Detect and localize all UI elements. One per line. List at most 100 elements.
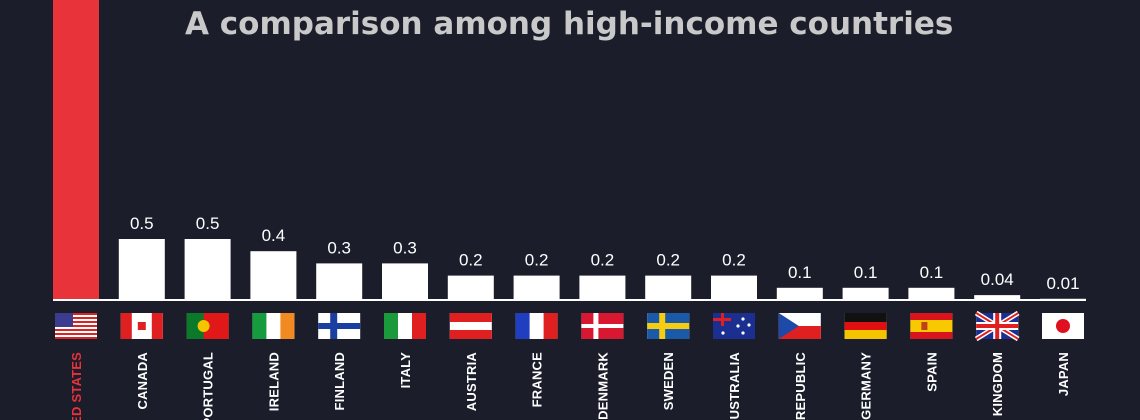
bar [447, 275, 494, 300]
flag-part [449, 330, 492, 339]
value-label: 0.5 [130, 214, 154, 233]
flag [318, 313, 361, 339]
x-tick-label: KINGDOM [990, 352, 1005, 416]
x-tick-label: CANADA [135, 352, 150, 410]
flag-part [647, 323, 690, 329]
bar [974, 295, 1021, 300]
flag-part [137, 322, 146, 330]
bar [184, 239, 231, 300]
flag-part [55, 325, 97, 327]
flag [974, 310, 1020, 342]
flag-part [449, 313, 492, 322]
value-label: 0.4 [262, 226, 286, 245]
flag [1042, 313, 1084, 339]
bar [842, 287, 889, 300]
flag-part [55, 337, 97, 339]
flag [844, 313, 887, 339]
flag [55, 313, 97, 339]
value-label: 0.2 [591, 251, 615, 270]
flag [581, 313, 624, 339]
flag [120, 313, 163, 339]
flag-part [721, 331, 725, 335]
flag-part [186, 313, 204, 339]
value-label: 0.3 [393, 238, 417, 257]
flag [449, 313, 492, 339]
flag-part [581, 324, 624, 328]
flag-part [318, 323, 361, 329]
value-label: 0.1 [788, 263, 812, 282]
x-tick-label: AUSTRIA [464, 352, 479, 412]
value-label: 0.5 [196, 214, 220, 233]
x-tick-label: FINLAND [332, 352, 347, 410]
flag [252, 313, 295, 339]
flag-part [741, 317, 745, 321]
flag-part [55, 321, 97, 323]
x-tick-label: IRELAND [266, 352, 281, 411]
flag [647, 313, 690, 339]
flag-part [778, 313, 799, 339]
value-label: 0.01 [1046, 274, 1079, 293]
flag-part [55, 317, 97, 319]
flag-part [747, 323, 751, 327]
bar [513, 275, 560, 300]
value-label: 0.2 [459, 251, 483, 270]
x-tick-label: PORTUGAL [201, 352, 216, 420]
flag-part [736, 324, 740, 328]
value-label: 0.2 [722, 251, 746, 270]
bar [53, 0, 99, 300]
flag-part [1056, 319, 1070, 333]
value-label: 0.04 [981, 270, 1014, 289]
flag-part [151, 313, 163, 339]
flag [515, 313, 558, 339]
bar [316, 263, 363, 300]
flag-part [910, 320, 953, 332]
bar [118, 239, 165, 300]
x-tick-label: GERMANY [859, 352, 874, 420]
value-label: 0.1 [920, 263, 944, 282]
value-label: 0.2 [656, 251, 680, 270]
x-tick-label: ED STATES [69, 352, 84, 420]
x-tick-label: FRANCE [530, 352, 545, 407]
bar [908, 287, 955, 300]
flag-part [197, 320, 210, 332]
x-tick-label: ITALY [398, 352, 413, 389]
chart-title: A comparison among high-income countries [185, 6, 953, 42]
flag-part [55, 313, 73, 327]
bar [250, 251, 297, 300]
flag-part [721, 313, 724, 326]
bar [776, 287, 823, 300]
flag-part [844, 330, 887, 339]
flag-part [252, 313, 267, 339]
flag-part [976, 324, 1019, 328]
flag-part [741, 331, 745, 335]
flag-part [412, 313, 426, 339]
flag-part [921, 322, 928, 330]
x-tick-label: REPUBLIC [793, 352, 808, 420]
bar [579, 275, 626, 300]
flag [910, 313, 953, 339]
flag-part [280, 313, 295, 339]
flag-part [384, 313, 398, 339]
bar [711, 275, 757, 300]
flag [778, 313, 821, 339]
bar [382, 263, 428, 300]
x-tick-label: SWEDEN [661, 352, 676, 410]
value-label: 0.3 [327, 238, 351, 257]
flag-part [55, 329, 97, 331]
flag [713, 313, 755, 339]
x-tick-label: SPAIN [924, 352, 939, 392]
flag-part [515, 313, 530, 339]
bar [645, 275, 692, 300]
flag-part [844, 313, 887, 322]
flag-part [55, 313, 97, 315]
flag-part [543, 313, 558, 339]
flag [384, 313, 426, 339]
value-label: 0.2 [525, 251, 549, 270]
flag [186, 313, 229, 339]
flag-part [844, 322, 887, 330]
value-label: 0.1 [854, 263, 878, 282]
x-tick-label: AUSTRALIA [727, 352, 742, 420]
flag-part [55, 333, 97, 335]
